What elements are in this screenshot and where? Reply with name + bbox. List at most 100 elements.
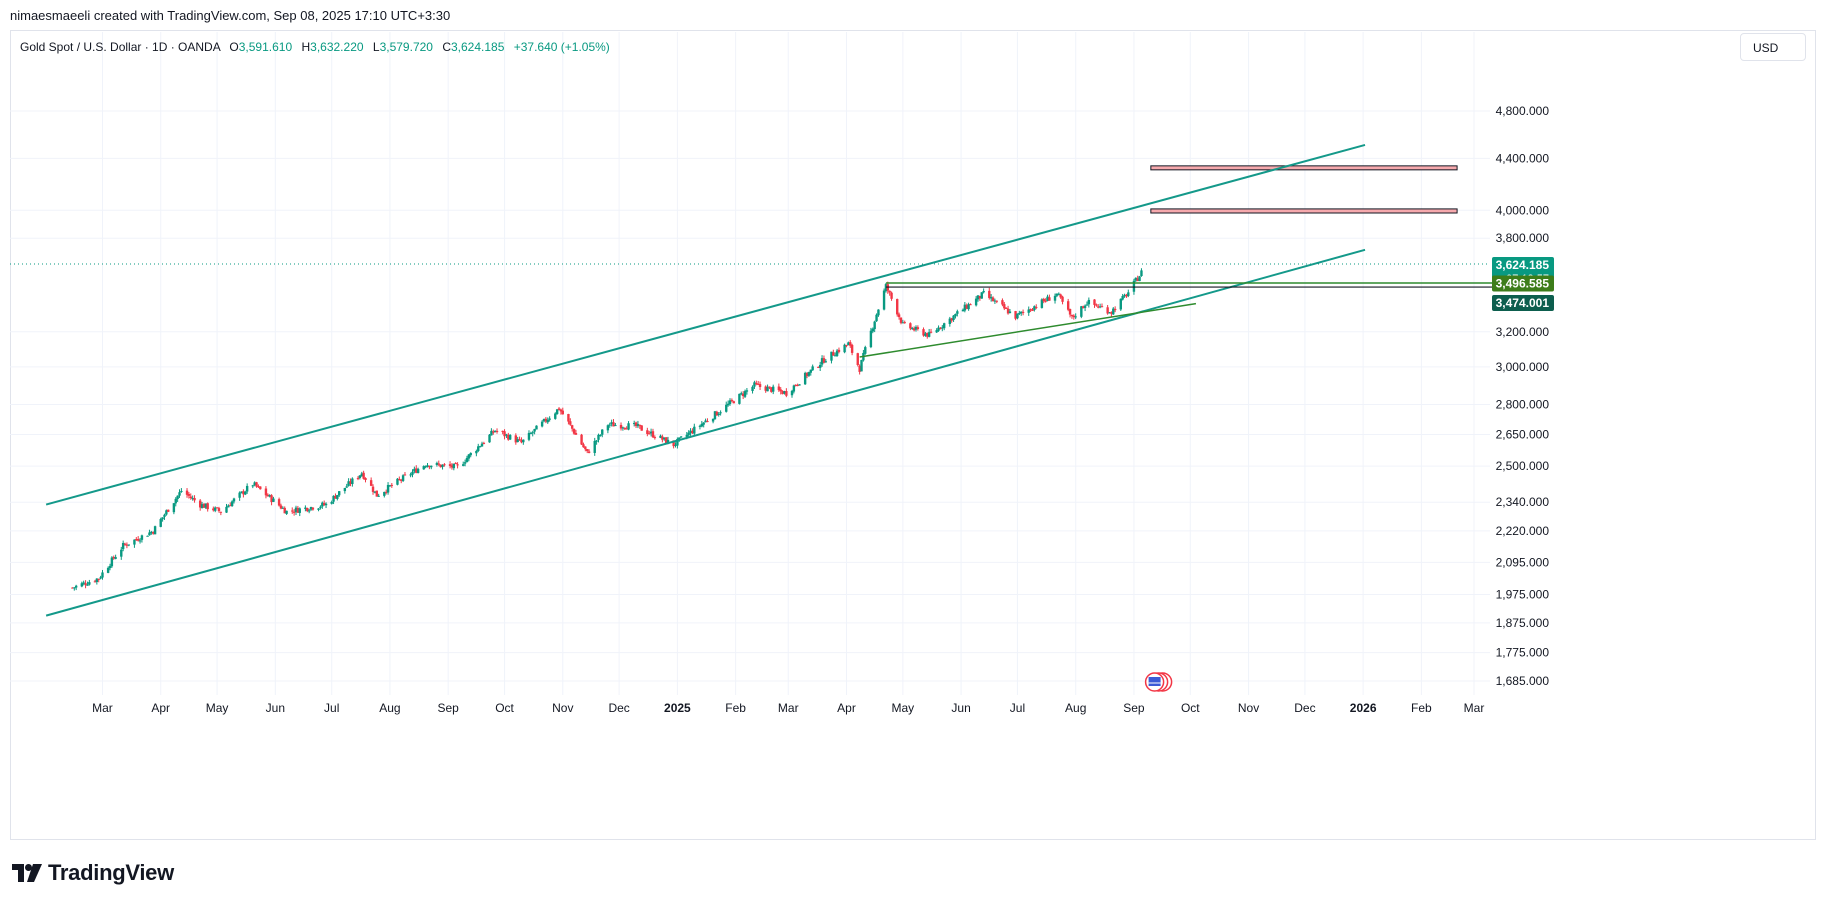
candle-body: [911, 328, 914, 330]
price-tick-label: 3,000.000: [1496, 360, 1550, 374]
candle-body: [745, 390, 749, 392]
candle-body: [1021, 311, 1025, 313]
drawing-layer: [10, 143, 1533, 617]
candle-body: [377, 495, 380, 497]
candle-body: [586, 449, 589, 452]
candle-body: [922, 329, 925, 336]
chart-frame: [10, 30, 1816, 840]
candle-body: [294, 507, 298, 513]
candle-body: [597, 434, 600, 440]
candle-body: [1048, 297, 1051, 301]
candle-body: [1008, 311, 1012, 313]
candle-body: [330, 501, 333, 504]
price-tick-label: 1,875.000: [1496, 616, 1550, 630]
time-tick-label: Apr: [837, 701, 856, 715]
candle-body: [570, 425, 574, 429]
price-badge-text: 3,624.185: [1496, 258, 1550, 272]
candle-body: [503, 431, 506, 437]
candle-body: [384, 491, 388, 493]
candle-body: [766, 386, 769, 392]
candle-body: [477, 446, 480, 451]
candle-body: [398, 479, 401, 481]
candle-body: [634, 422, 638, 427]
candle-body: [283, 507, 286, 514]
candle-body: [625, 428, 628, 430]
price-tick-label: 2,800.000: [1496, 397, 1550, 411]
candle-body: [666, 439, 670, 444]
candle-body: [1006, 308, 1010, 314]
candle-body: [191, 497, 194, 499]
candle-body: [364, 478, 367, 480]
candle-body: [574, 433, 578, 435]
low-label: L: [372, 40, 380, 54]
candle-body: [621, 427, 625, 429]
candle-body: [1061, 296, 1064, 302]
candle-body: [296, 507, 300, 513]
candle-body: [582, 444, 585, 448]
candle-body: [941, 327, 944, 329]
candle-body: [903, 322, 906, 324]
time-tick-label: Feb: [725, 701, 746, 715]
candle-body: [212, 508, 215, 511]
candle-body: [383, 491, 386, 496]
candle-body: [1029, 309, 1032, 311]
open-label: O: [229, 40, 239, 54]
candle-body: [691, 430, 694, 434]
candle-body: [501, 430, 504, 432]
candle-body: [136, 539, 140, 541]
candle-body: [334, 495, 337, 499]
candle-body: [546, 419, 549, 423]
candle-body: [488, 434, 491, 443]
candle-body: [912, 328, 916, 331]
currency-button[interactable]: USD: [1740, 33, 1806, 61]
candle-body: [176, 495, 179, 500]
candle-body: [535, 425, 538, 430]
candle-body: [1140, 270, 1143, 276]
candle-body: [843, 344, 846, 353]
candle-body: [969, 304, 972, 306]
candle-body: [651, 431, 655, 438]
candle-body: [1134, 277, 1138, 281]
candle-body: [452, 463, 456, 469]
candle-body: [135, 538, 138, 540]
candle-body: [127, 544, 130, 546]
candle-body: [1014, 311, 1017, 319]
candle-body: [443, 464, 446, 466]
candle-body: [811, 366, 814, 371]
candle-body: [514, 435, 518, 443]
candle-body: [798, 384, 801, 386]
candle-body: [189, 496, 192, 498]
candle-body: [580, 434, 583, 445]
candle-body: [587, 451, 591, 453]
price-tick-label: 2,340.000: [1496, 495, 1550, 509]
candle-body: [914, 326, 918, 330]
candle-body: [153, 526, 157, 535]
candle-body: [768, 386, 771, 388]
candle-body: [858, 365, 861, 372]
candle-body: [1138, 276, 1141, 282]
candle-body: [1100, 306, 1104, 308]
candle-body: [726, 403, 730, 406]
candle-body: [285, 510, 288, 514]
candle-body: [783, 391, 786, 394]
candle-body: [648, 433, 651, 435]
candle-body: [450, 465, 454, 468]
candle-body: [1085, 304, 1089, 306]
candle-body: [689, 430, 692, 434]
candle-body: [785, 391, 788, 396]
candle-body: [1018, 312, 1021, 314]
candle-body: [730, 399, 734, 401]
candle-body: [612, 422, 615, 427]
candle-body: [232, 498, 236, 502]
candle-body: [743, 391, 747, 397]
time-tick-label: Jul: [324, 701, 339, 715]
candle-body: [599, 434, 602, 436]
candle-body: [1040, 299, 1044, 308]
open-value: 3,591.610: [238, 40, 293, 54]
candle-body: [369, 480, 373, 486]
candle-body: [672, 440, 675, 447]
candle-body: [80, 583, 84, 587]
candle-body: [732, 401, 735, 404]
